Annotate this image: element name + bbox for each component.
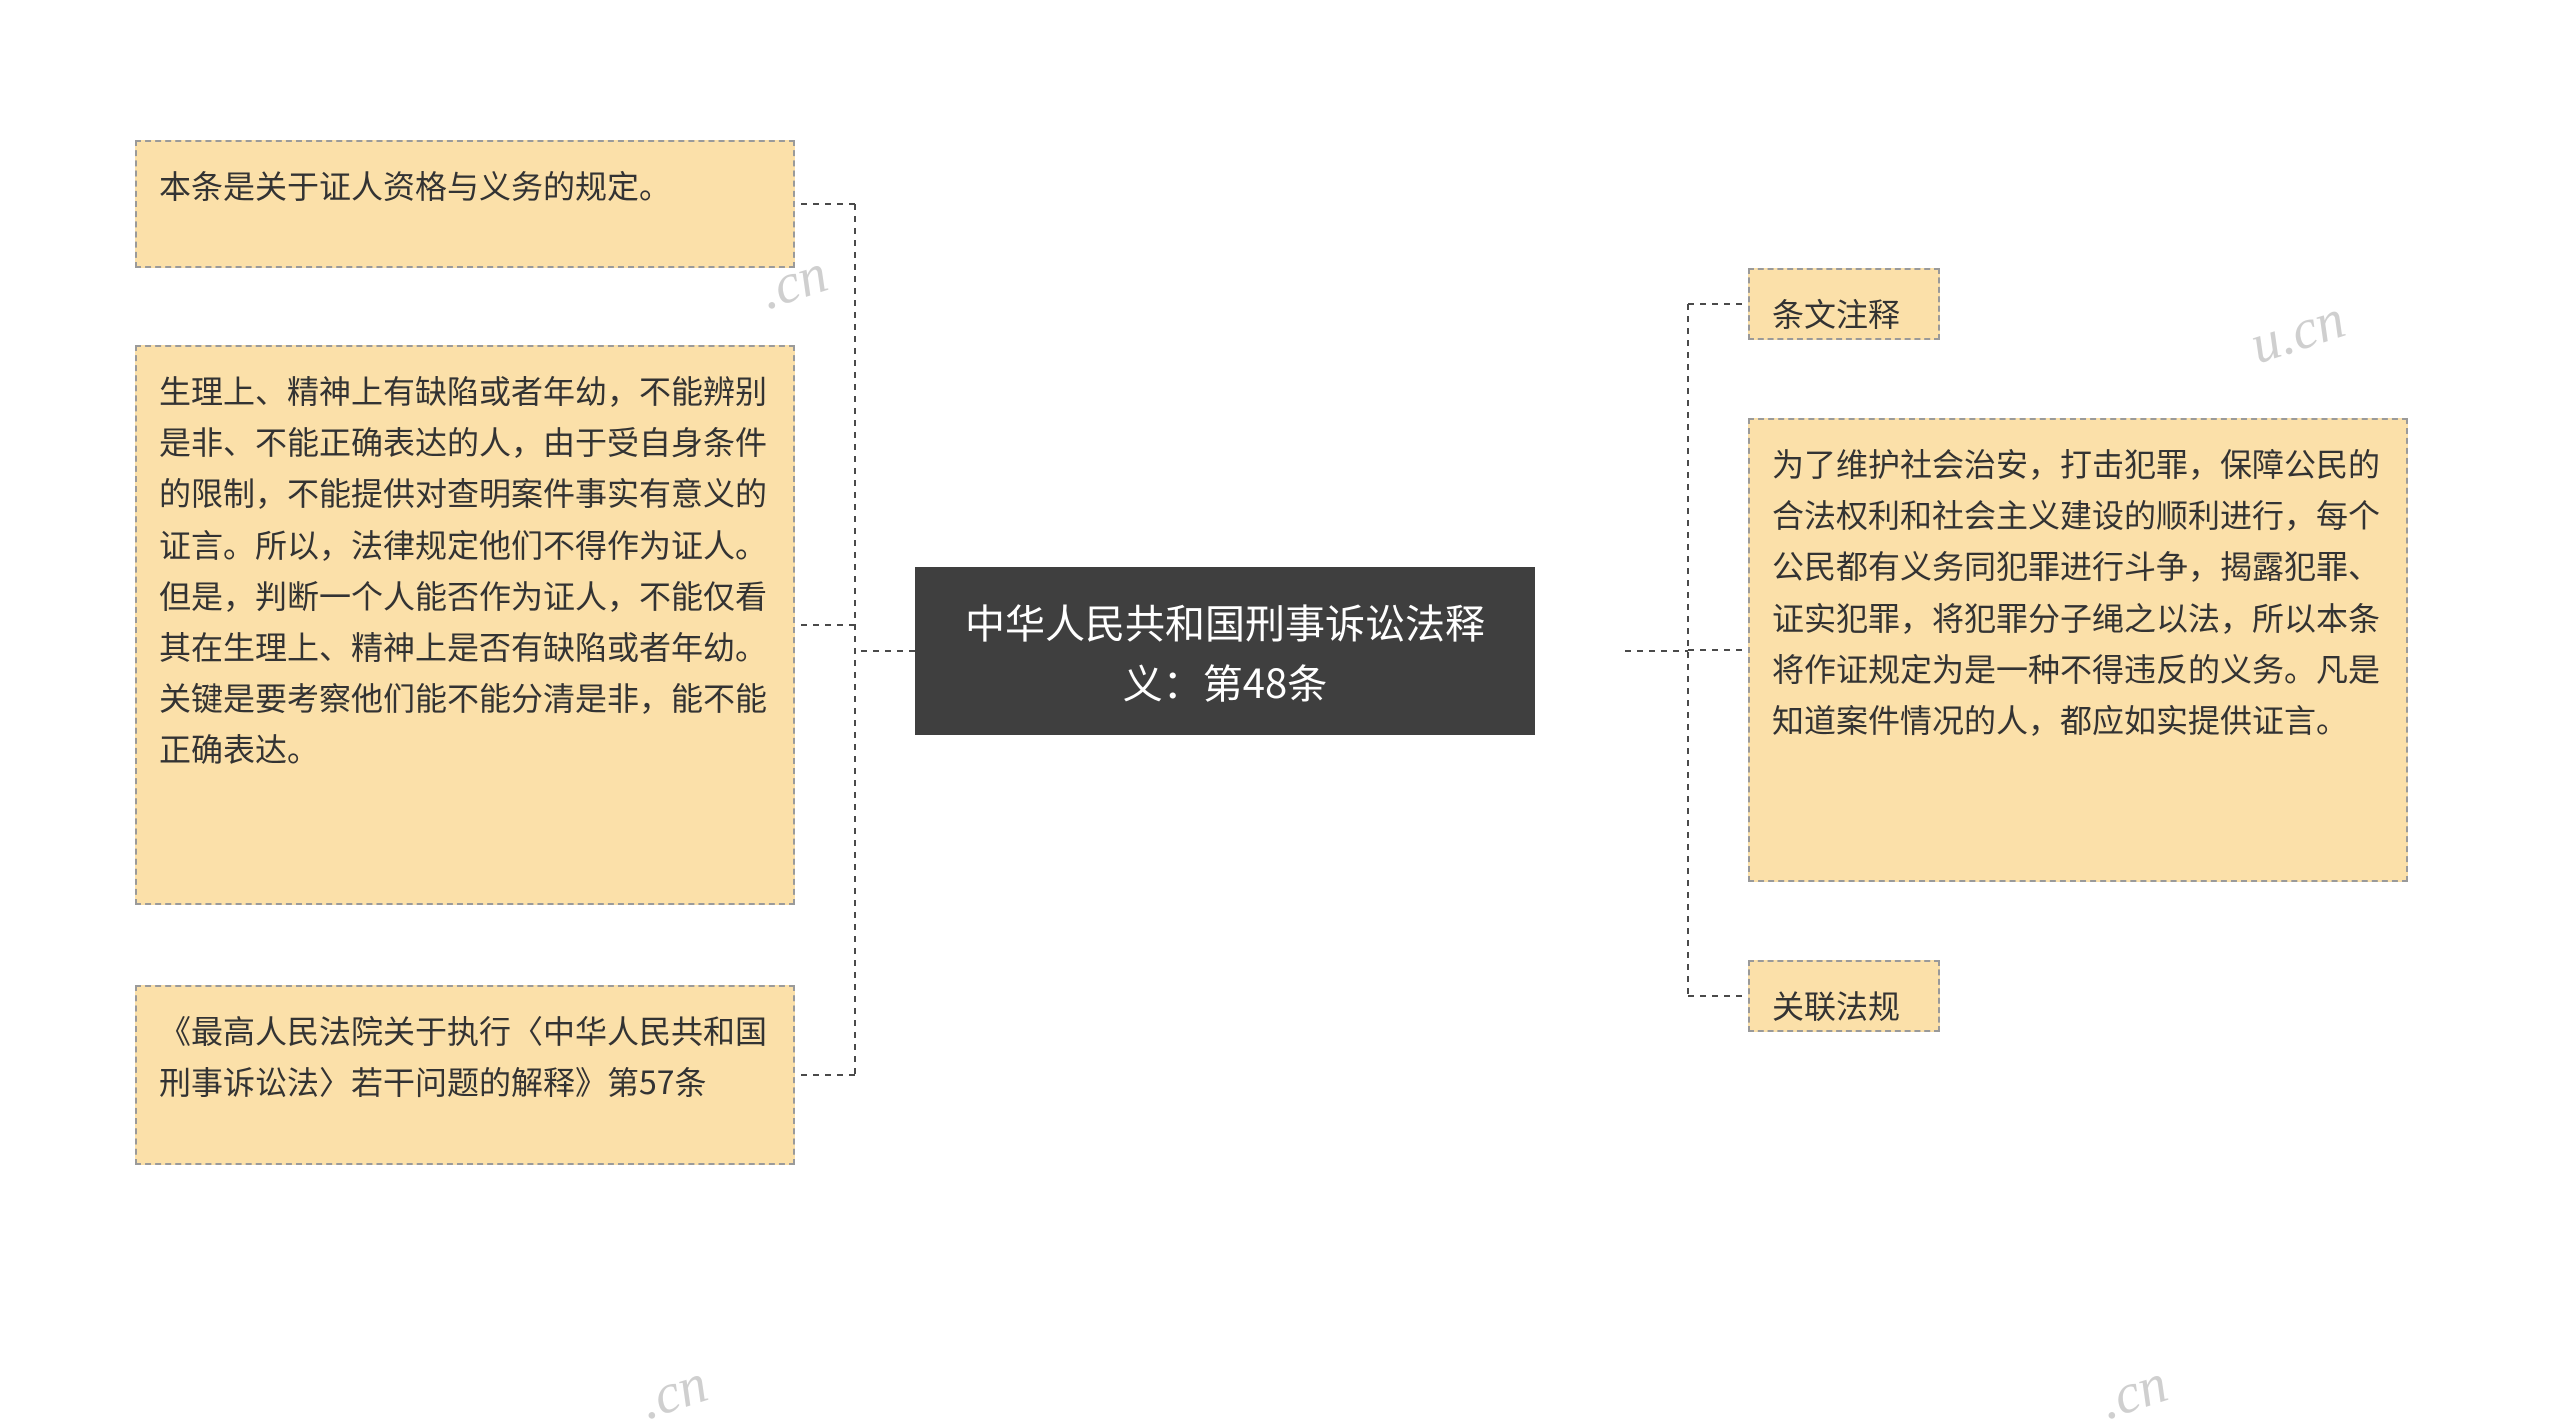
right-node-3-text: 关联法规	[1772, 982, 1900, 1028]
left-node-2-text: 生理上、精神上有缺陷或者年幼，不能辨别是非、不能正确表达的人，由于受自身条件的限…	[159, 367, 767, 771]
watermark-3: .cn	[632, 1351, 715, 1419]
left-node-3: 《最高人民法院关于执行〈中华人民共和国刑事诉讼法〉若干问题的解释》第57条	[135, 985, 795, 1165]
center-title: 中华人民共和国刑事诉讼法释义：第48条	[951, 591, 1499, 711]
watermark-4: .cn	[2092, 1351, 2175, 1419]
watermark-2: u.cn	[2242, 287, 2352, 377]
left-node-2: 生理上、精神上有缺陷或者年幼，不能辨别是非、不能正确表达的人，由于受自身条件的限…	[135, 345, 795, 905]
left-node-1-text: 本条是关于证人资格与义务的规定。	[159, 162, 671, 208]
center-wrap: 中华人民共和国刑事诉讼法释义：第48条	[915, 567, 1005, 735]
right-node-2: 为了维护社会治安，打击犯罪，保障公民的合法权利和社会主义建设的顺利进行，每个公民…	[1748, 418, 2408, 882]
right-node-1: 条文注释	[1748, 268, 1940, 340]
right-node-1-text: 条文注释	[1772, 290, 1900, 336]
left-node-1: 本条是关于证人资格与义务的规定。	[135, 140, 795, 268]
center-node: 中华人民共和国刑事诉讼法释义：第48条	[915, 567, 1535, 735]
left-node-3-text: 《最高人民法院关于执行〈中华人民共和国刑事诉讼法〉若干问题的解释》第57条	[159, 1007, 767, 1104]
right-node-3: 关联法规	[1748, 960, 1940, 1032]
right-node-2-text: 为了维护社会治安，打击犯罪，保障公民的合法权利和社会主义建设的顺利进行，每个公民…	[1772, 440, 2380, 742]
